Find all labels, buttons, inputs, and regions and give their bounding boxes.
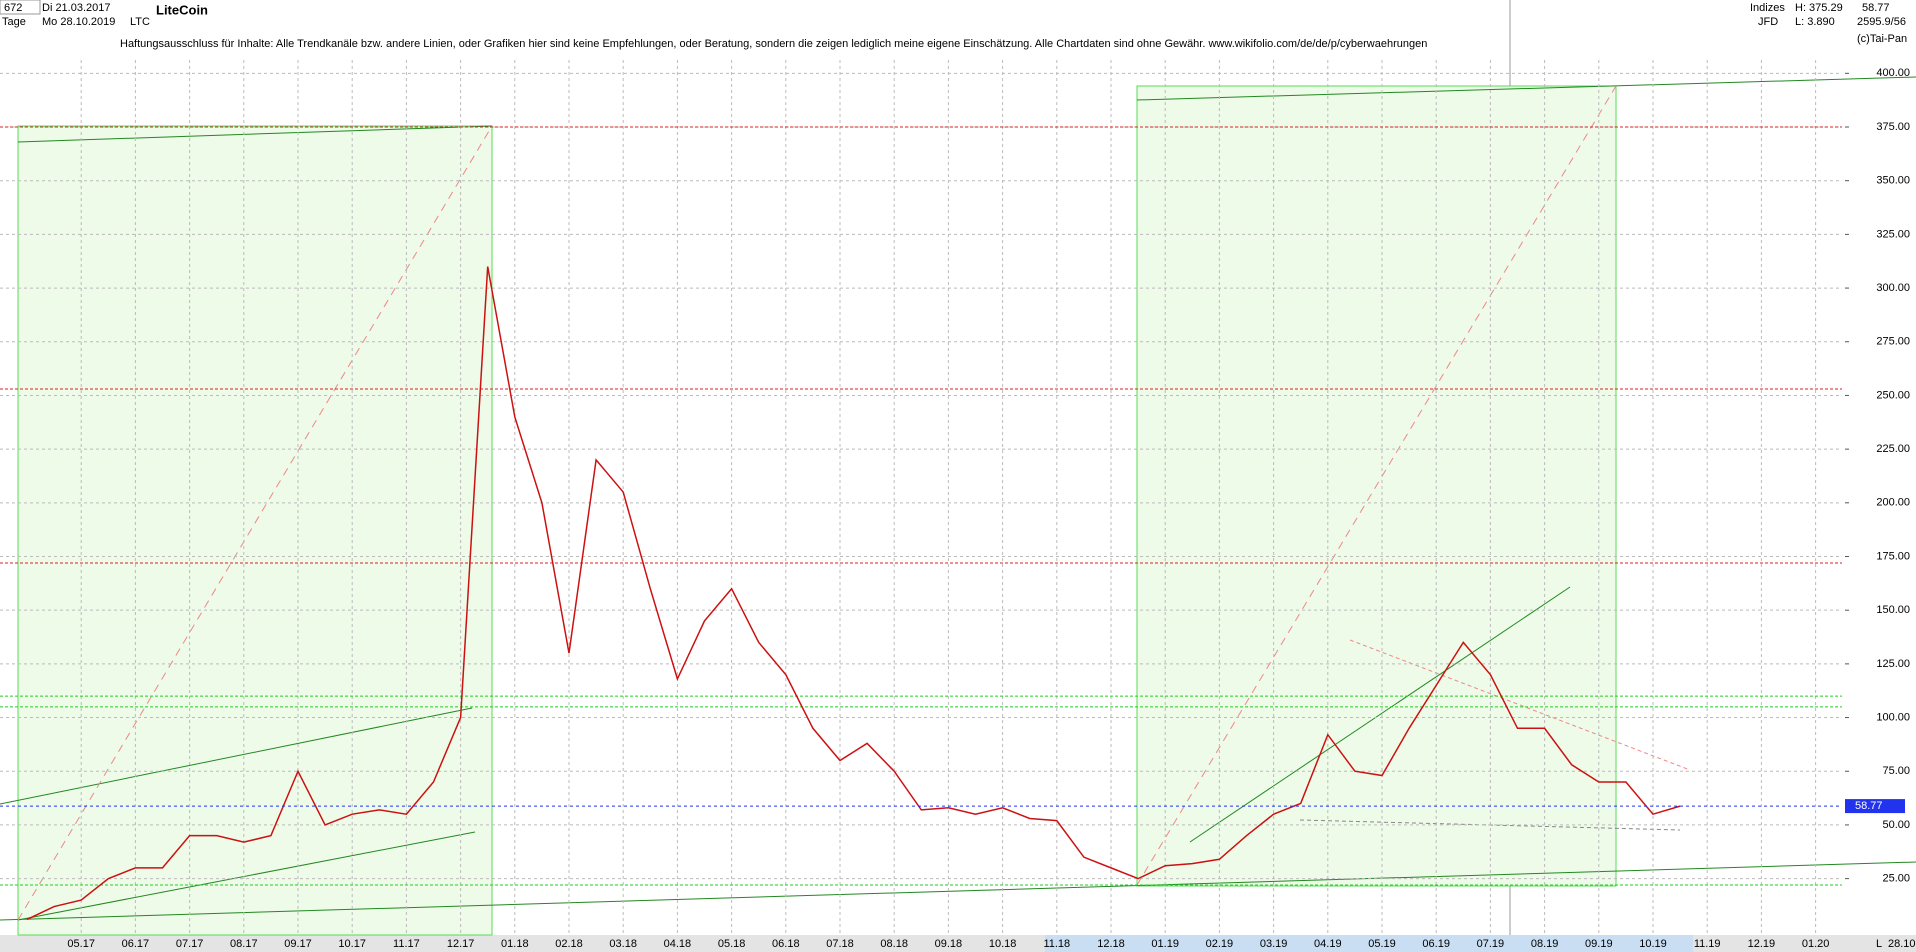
disclaimer: Haftungsausschluss für Inhalte: Alle Tre… xyxy=(120,38,1427,50)
trend-line xyxy=(1136,76,1916,101)
x-tick-label: 06.18 xyxy=(772,938,800,950)
x-tick-label: 06.19 xyxy=(1422,938,1450,950)
x-tick-label: 05.17 xyxy=(67,938,95,950)
y-tick-label: 375.00 xyxy=(1876,121,1910,133)
y-tick-label: 400.00 xyxy=(1876,67,1910,79)
range-box xyxy=(17,125,493,936)
price-line xyxy=(26,266,1681,921)
x-tick-label: 09.18 xyxy=(935,938,963,950)
high: H: 375.29 xyxy=(1795,2,1843,14)
bars-box xyxy=(0,0,41,15)
x-axis-highlight xyxy=(1045,935,1693,952)
x-tick-label: 01.19 xyxy=(1151,938,1179,950)
x-tick-label: 12.19 xyxy=(1748,938,1776,950)
x-tick-label: 12.17 xyxy=(447,938,475,950)
y-tick-label: 350.00 xyxy=(1876,175,1910,187)
x-tick-label: 05.19 xyxy=(1368,938,1396,950)
trend-line xyxy=(0,707,473,805)
x-tick-label: 12.18 xyxy=(1097,938,1125,950)
y-tick-label: 250.00 xyxy=(1876,389,1910,401)
y-tick-label: 325.00 xyxy=(1876,228,1910,240)
date: 28.10.19 xyxy=(1888,938,1916,950)
x-tick-label: 11.19 xyxy=(1694,938,1721,950)
last-price: 58.77 xyxy=(1862,2,1890,14)
y-tick-label: 175.00 xyxy=(1876,550,1910,562)
x-tick-label: 08.18 xyxy=(880,938,908,950)
x-tick-label: 11.17 xyxy=(393,938,420,950)
y-tick-label: 200.00 xyxy=(1876,497,1910,509)
x-tick-label: 08.17 xyxy=(230,938,258,950)
y-tick-label: 275.00 xyxy=(1876,336,1910,348)
x-tick-label: 07.18 xyxy=(826,938,854,950)
trend-line xyxy=(17,831,476,921)
trend-line xyxy=(17,125,493,143)
source: JFD xyxy=(1758,16,1778,28)
x-tick-label: 05.18 xyxy=(718,938,746,950)
instrument-name: LiteCoin xyxy=(156,2,208,17)
x-tick-label: 03.18 xyxy=(609,938,637,950)
x-tick-label: 09.17 xyxy=(284,938,312,950)
x-tick-label: 10.18 xyxy=(989,938,1017,950)
x-tick-label: 11.18 xyxy=(1043,938,1070,950)
y-tick-label: 300.00 xyxy=(1876,282,1910,294)
y-tick-label: 100.00 xyxy=(1876,711,1910,723)
x-tick-label: 02.19 xyxy=(1206,938,1234,950)
corner: L xyxy=(1876,938,1882,950)
x-tick-label: 07.17 xyxy=(176,938,204,950)
period: Tage xyxy=(2,16,26,28)
x-tick-label: 10.17 xyxy=(338,938,366,950)
start-date: Di 21.03.2017 xyxy=(42,2,111,14)
x-tick-label: 09.19 xyxy=(1585,938,1613,950)
trend-line xyxy=(0,861,1916,921)
group: Indizes xyxy=(1750,2,1785,14)
x-tick-label: 08.19 xyxy=(1531,938,1559,950)
y-tick-label: 75.00 xyxy=(1882,765,1910,777)
x-tick-label: 07.19 xyxy=(1477,938,1505,950)
last-price-box xyxy=(1845,799,1905,814)
x-tick-label: 03.19 xyxy=(1260,938,1288,950)
x-tick-label: 04.19 xyxy=(1314,938,1342,950)
symbol: LTC xyxy=(130,16,150,28)
trend-line xyxy=(1189,586,1571,843)
x-tick-label: 01.20 xyxy=(1802,938,1830,950)
last-price-label: 58.77 xyxy=(1855,800,1883,812)
x-tick-label: 10.19 xyxy=(1639,938,1667,950)
ratio: 2595.9/56 xyxy=(1857,16,1906,28)
trend-line xyxy=(1349,639,1691,771)
trend-line xyxy=(1136,85,1617,886)
y-tick-label: 225.00 xyxy=(1876,443,1910,455)
low: L: 3.890 xyxy=(1795,16,1835,28)
y-tick-label: 50.00 xyxy=(1882,819,1910,831)
trend-line xyxy=(17,125,493,921)
x-tick-label: 02.18 xyxy=(555,938,583,950)
x-tick-label: 06.17 xyxy=(122,938,150,950)
y-tick-label: 125.00 xyxy=(1876,658,1910,670)
x-tick-label: 01.18 xyxy=(501,938,529,950)
y-tick-label: 25.00 xyxy=(1882,873,1910,885)
x-tick-label: 04.18 xyxy=(664,938,692,950)
y-tick-label: 150.00 xyxy=(1876,604,1910,616)
end-date: Mo 28.10.2019 xyxy=(42,16,115,28)
copyright: (c)Tai-Pan xyxy=(1857,33,1907,45)
bars: 672 xyxy=(4,2,22,14)
